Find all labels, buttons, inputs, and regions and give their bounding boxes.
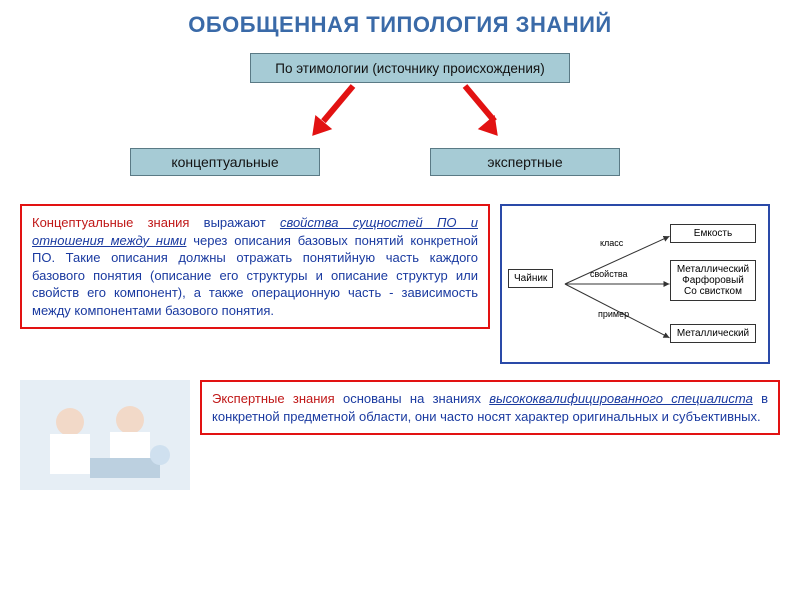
mini-root-node: Чайник xyxy=(508,269,553,288)
expert-definition: Экспертные знания основаны на знаниях вы… xyxy=(200,380,780,435)
concept-lead: Концептуальные знания xyxy=(32,215,189,230)
mini-target1: Металлический Фарфоровый Со свистком xyxy=(670,260,756,301)
mini-target0: Емкость xyxy=(670,224,756,243)
hier-right-box: экспертные xyxy=(430,148,620,176)
row-expert: Экспертные знания основаны на знаниях вы… xyxy=(20,380,780,490)
hier-root-box: По этимологии (источнику происхождения) xyxy=(250,53,570,83)
expert-photo-placeholder xyxy=(20,380,190,490)
mini-edge2-label: пример xyxy=(598,309,629,319)
mini-edge1-label: свойства xyxy=(590,269,628,279)
definitions: Концептуальные знания выражают свойства … xyxy=(20,204,780,490)
expert-emph: высококвалифицированного специалиста xyxy=(489,391,753,406)
row-concept: Концептуальные знания выражают свойства … xyxy=(20,204,780,364)
slide: ОБОБЩЕННАЯ ТИПОЛОГИЯ ЗНАНИЙ По этимологи… xyxy=(0,0,800,600)
page-title: ОБОБЩЕННАЯ ТИПОЛОГИЯ ЗНАНИЙ xyxy=(20,12,780,38)
hierarchy-diagram: По этимологии (источнику происхождения) … xyxy=(20,48,780,198)
mini-edge0-label: класс xyxy=(600,238,623,248)
arrow-left-stem xyxy=(321,84,355,123)
hier-right-label: экспертные xyxy=(487,154,562,170)
example-mini-diagram: Чайник класс свойства пример Емкость Мет… xyxy=(500,204,770,364)
concept-definition: Концептуальные знания выражают свойства … xyxy=(20,204,490,329)
concept-t1: выражают xyxy=(189,215,280,230)
expert-lead: Экспертные знания xyxy=(212,391,335,406)
hier-root-label: По этимологии (источнику происхождения) xyxy=(275,61,544,76)
expert-t1: основаны на знаниях xyxy=(335,391,490,406)
photo-illustration xyxy=(20,380,190,490)
hier-left-label: концептуальные xyxy=(171,154,278,170)
mini-target2: Металлический xyxy=(670,324,756,343)
arrow-right-head xyxy=(478,115,506,143)
hier-left-box: концептуальные xyxy=(130,148,320,176)
